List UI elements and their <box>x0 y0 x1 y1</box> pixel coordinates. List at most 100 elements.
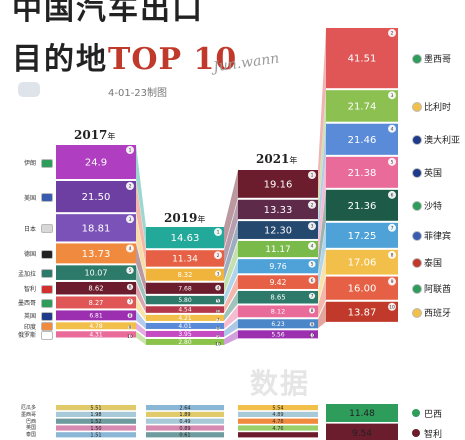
value-label-2017-3: 18.81 <box>82 223 111 234</box>
rank-dot-2017-10 <box>128 334 132 338</box>
rank-label-2017-7: 7 <box>129 299 132 305</box>
bar-2019-2 <box>146 250 224 267</box>
year-label-2017: 2017年 <box>74 128 116 142</box>
rank-label-2023-2: 3 <box>391 93 394 99</box>
rank-dot-2023-8 <box>388 277 396 286</box>
flow-band-0-4 <box>136 265 146 305</box>
bar-2019-3 <box>146 268 224 281</box>
rank-dot-2023-6 <box>388 223 396 232</box>
rank-label-2023-4: 5 <box>391 159 394 165</box>
flow-band-2-0 <box>318 28 326 198</box>
flow-band-2-5 <box>318 222 326 289</box>
bottom-value-2019-3: 0.49 <box>179 419 190 425</box>
flag-icon <box>412 409 420 417</box>
rank-label-2017-3: 3 <box>129 217 132 223</box>
flow-band-1-5 <box>224 275 238 313</box>
country-label-2023-bottom-1: 巴西 <box>424 410 443 420</box>
value-label-2021-8: 8.12 <box>271 308 285 316</box>
country-label-2017-bottom-5: 泰国 <box>25 432 36 439</box>
rank-label-2019-10: 10 <box>215 342 221 348</box>
flag-icon <box>412 284 422 295</box>
flow-band-0-8 <box>136 322 146 337</box>
flow-band-0-6 <box>136 296 146 321</box>
value-label-2023-6: 17.25 <box>348 231 377 242</box>
rank-label-2019-5: 5 <box>217 298 220 304</box>
bar-2017-8 <box>56 310 136 321</box>
rank-dot-2017-8 <box>127 312 133 318</box>
bottom-bar-2019-2 <box>146 411 224 417</box>
rank-label-2019-6: 6 <box>217 309 220 315</box>
value-label-2023-9: 13.87 <box>348 307 377 318</box>
bar-2019-4 <box>146 282 224 294</box>
country-label-2017-9: 印度 <box>23 323 36 331</box>
rank-dot-2019-6 <box>216 309 220 313</box>
value-label-2023-7: 17.06 <box>348 258 377 269</box>
bottom-bar-2021-4 <box>238 425 318 431</box>
bar-2017-10 <box>56 331 136 338</box>
flag-icon <box>41 311 53 321</box>
chart-title-line2: 目的地TOP 10 <box>12 34 237 78</box>
flag-icon <box>412 428 420 437</box>
title-top: TOP 10 <box>108 42 238 77</box>
flow-band-1-9 <box>224 330 238 345</box>
rank-label-2021-3: 3 <box>311 224 314 230</box>
bottom-bar-2019-4 <box>146 425 224 431</box>
value-label-2019-10: 2.80 <box>178 339 192 346</box>
rank-dot-2021-8 <box>309 307 315 314</box>
flow-band-1-2 <box>224 221 238 281</box>
flag-icon <box>412 231 422 242</box>
value-label-2021-5: 9.76 <box>269 262 286 271</box>
rank-label-2023-9: 10 <box>389 304 395 310</box>
bar-2019-1 <box>146 227 224 249</box>
bottom-value-2021-1: 5.54 <box>272 405 283 411</box>
rank-dot-2021-5 <box>308 260 316 268</box>
flow-band-2-6 <box>318 249 326 304</box>
rank-dot-2021-1 <box>308 171 316 179</box>
bar-2017-2 <box>56 181 136 213</box>
bar-2019-9 <box>146 330 224 337</box>
flag-icon <box>412 101 422 112</box>
rank-label-2021-9: 9 <box>311 322 314 328</box>
value-label-2017-7: 8.27 <box>89 299 104 307</box>
country-label-2017-8: 英国 <box>23 313 36 321</box>
country-label-2023-3: 澳大利亚 <box>424 136 461 147</box>
rank-label-2017-5: 5 <box>129 268 132 274</box>
flag-icon <box>412 54 422 65</box>
value-label-2023-4: 21.38 <box>348 168 377 179</box>
rank-dot-2019-2 <box>214 251 222 260</box>
rank-label-2021-10: 10 <box>309 333 315 339</box>
flow-band-1-7 <box>224 305 238 329</box>
country-label-2017-bottom-2: 墨西哥 <box>20 411 36 418</box>
bottom-bar-2021-3 <box>238 418 318 424</box>
country-label-2023-5: 沙特 <box>424 202 443 213</box>
bar-2023-7 <box>326 249 398 275</box>
flag-icon <box>412 201 422 212</box>
rank-dot-2019-9 <box>216 334 220 338</box>
bottom-value-2019-1: 2.64 <box>179 405 190 411</box>
bar-2021-6 <box>238 275 318 289</box>
rank-dot-2019-5 <box>215 298 221 303</box>
value-label-2019-3: 8.32 <box>178 271 193 279</box>
flag-icon <box>41 269 53 279</box>
bar-2021-1 <box>238 170 318 198</box>
country-label-2017-7: 墨西哥 <box>17 300 36 308</box>
rank-label-2021-1: 1 <box>311 173 314 179</box>
bar-2021-3 <box>238 221 318 239</box>
flag-icon <box>412 135 422 146</box>
flow-band-2-2 <box>318 123 326 239</box>
logo-icon <box>18 82 40 97</box>
rank-label-2017-6: 6 <box>129 285 132 291</box>
country-label-2023-bottom-2: 智利 <box>424 429 443 440</box>
rank-dot-2023-5 <box>388 190 396 199</box>
value-label-2017-10: 4.31 <box>89 331 103 338</box>
bottom-bar-2021-2 <box>238 411 318 417</box>
rank-dot-2019-1 <box>214 228 222 236</box>
bottom-bar-2023-2 <box>326 423 398 440</box>
flow-band-0-5 <box>136 281 146 313</box>
bar-2023-4 <box>326 156 398 188</box>
rank-label-2023-7: 8 <box>391 252 394 258</box>
value-label-2019-5: 5.80 <box>178 297 192 304</box>
bottom-value-2017-4: 1.50 <box>90 426 101 432</box>
bar-2023-5 <box>326 189 398 221</box>
value-label-2021-6: 9.42 <box>270 278 287 287</box>
